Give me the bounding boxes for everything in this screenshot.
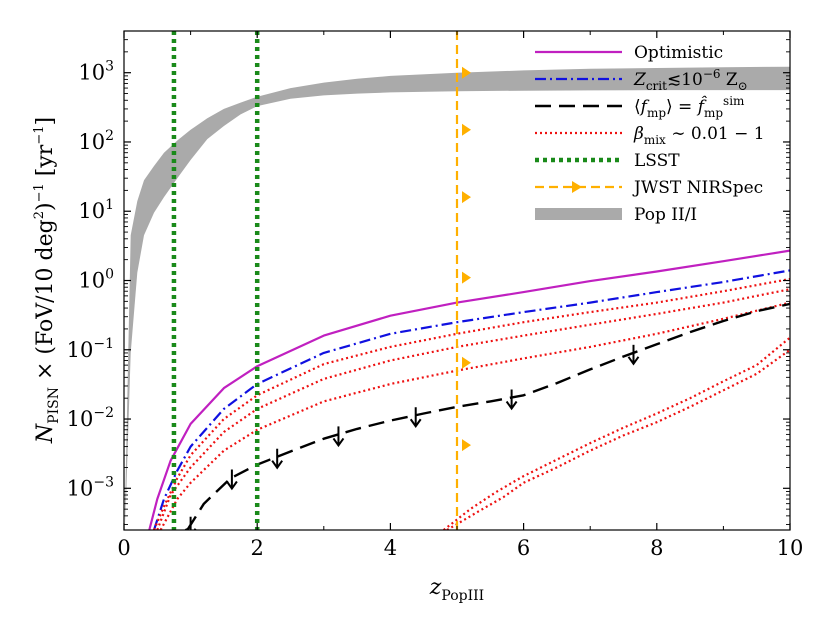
legend-label-popii: Pop II/I: [634, 205, 697, 225]
upper-limit-arrow: [271, 448, 283, 470]
jwst-arrow-marker: [462, 356, 471, 369]
legend-label-fmp: ⟨fmp⟩ = f̂mpsim: [634, 94, 745, 120]
upper-limit-arrow: [226, 469, 238, 491]
legend-item-jwst: JWST NIRSpec: [535, 178, 763, 198]
legend-label-jwst: JWST NIRSpec: [632, 178, 763, 198]
legend-item-zcrit: Zcrit≲10−6 Z⊙: [535, 67, 748, 93]
legend-label-zcrit: Zcrit≲10−6 Z⊙: [633, 67, 748, 93]
jwst-arrow-marker: [462, 439, 471, 452]
legend-item-optimistic: Optimistic: [535, 43, 723, 63]
legend-item-lsst: LSST: [535, 151, 680, 171]
jwst-arrow-marker: [462, 271, 471, 284]
y-tick-label: 100: [78, 267, 114, 293]
legend-label-lsst: LSST: [634, 151, 680, 171]
x-tick-label: 8: [650, 536, 663, 560]
legend-swatch-popii: [535, 208, 622, 220]
upper-limit-arrow-head: [409, 418, 422, 428]
x-tick-label: 2: [251, 536, 264, 560]
legend-swatch-arrow: [572, 181, 582, 193]
series-line-zcrit: [152, 269, 790, 530]
y-tick-label: 10−2: [67, 405, 114, 431]
x-axis-label: zPopIII: [429, 575, 484, 604]
upper-limit-arrow: [627, 344, 640, 366]
upper-limit-arrow-head: [505, 400, 518, 411]
jwst-arrow-marker: [462, 191, 471, 204]
y-tick-label: 10−1: [67, 336, 114, 362]
upper-limit-arrow: [332, 426, 345, 448]
x-tick-label: 10: [777, 536, 804, 560]
jwst-arrow-marker: [462, 123, 471, 136]
y-tick-label: 101: [78, 197, 114, 223]
legend-label-optimistic: Optimistic: [634, 43, 723, 63]
upper-limit-arrow-head: [271, 460, 283, 470]
y-tick-label: 102: [78, 128, 114, 154]
series-line-optimistic: [148, 249, 790, 530]
jwst-arrow-marker: [462, 66, 471, 79]
y-tick-label: 10−3: [67, 474, 114, 500]
series-line-beta-mix-5: [446, 348, 790, 530]
upper-limit-arrow: [505, 389, 518, 411]
legend-label-betamix: βmix ∼ 0.01 − 1: [633, 124, 765, 147]
upper-limit-arrow: [409, 407, 422, 428]
series-line-beta-mix-4: [443, 336, 790, 530]
x-tick-label: 0: [117, 536, 130, 560]
y-tick-label: 103: [78, 59, 114, 85]
legend-item-popii: Pop II/I: [535, 205, 697, 225]
y-axis-label: NPISN × (FoV/10 deg2)−1 [yr−1]: [32, 117, 62, 444]
legend-item-betamix: βmix ∼ 0.01 − 1: [535, 124, 765, 147]
series-line-beta-mix-2: [156, 288, 790, 530]
series-line-fmp-upper-limit: [186, 302, 790, 530]
x-tick-label: 4: [384, 536, 397, 560]
series-line-beta-mix-1: [152, 277, 790, 530]
upper-limit-arrow-head: [627, 356, 640, 366]
x-tick-label: 6: [517, 536, 530, 560]
series-line-beta-mix-3: [159, 301, 790, 530]
upper-limit-arrow-head: [332, 437, 345, 448]
legend-item-fmp: ⟨fmp⟩ = f̂mpsim: [535, 94, 745, 120]
upper-limit-arrow: [184, 516, 197, 530]
upper-limit-arrow-head: [226, 480, 238, 491]
